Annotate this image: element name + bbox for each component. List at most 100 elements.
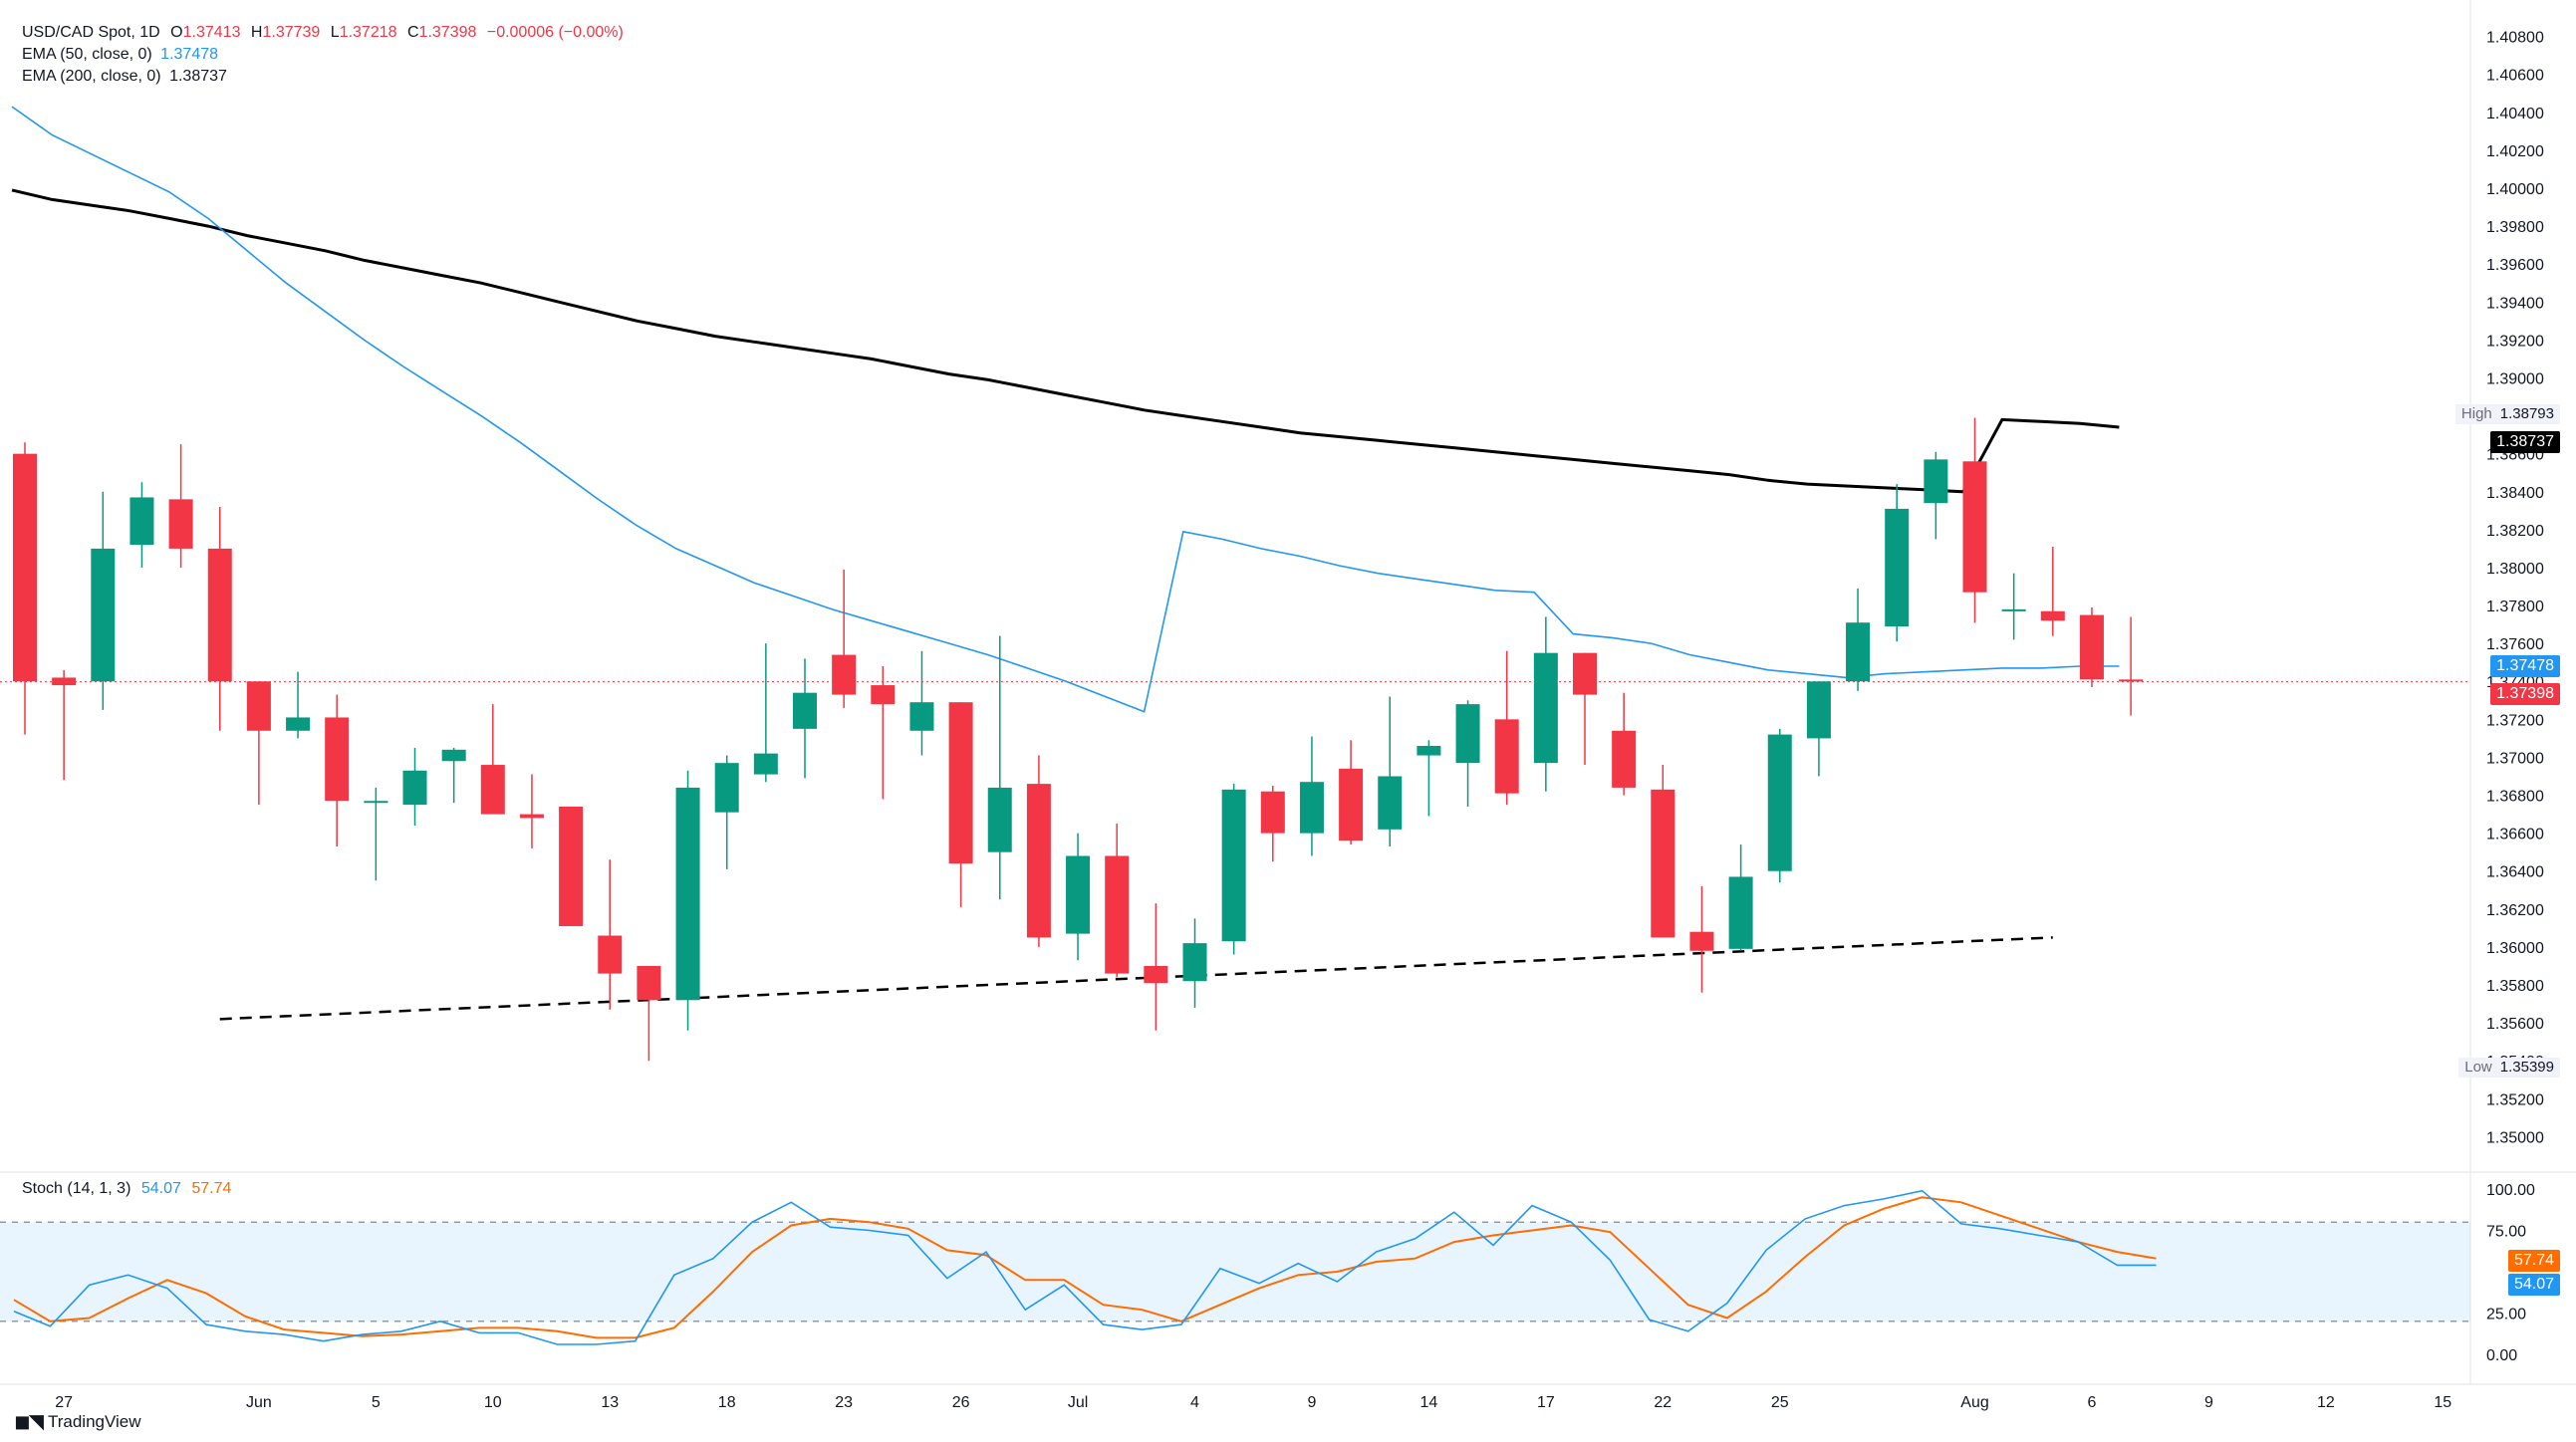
stoch-k-tag: 54.07: [2507, 1274, 2560, 1297]
candle-body: [909, 702, 934, 731]
legend-symbol: USD/CAD Spot, 1D: [22, 24, 160, 41]
candle-body: [1806, 681, 1831, 739]
candle: [1417, 740, 1441, 817]
candle: [402, 747, 427, 827]
candle-body: [948, 702, 973, 864]
candle-body: [1767, 734, 1792, 871]
time-tick-label: 14: [1420, 1394, 1438, 1411]
candle-body: [1689, 931, 1714, 951]
price-tick-label: 1.40800: [2486, 30, 2544, 47]
low-tag-value: 1.35399: [2499, 1059, 2554, 1077]
candle-body: [753, 753, 778, 775]
time-tick-label: 27: [55, 1394, 73, 1411]
time-tick-label: 4: [1190, 1394, 1199, 1411]
candle-body: [13, 453, 37, 682]
candle-body: [598, 935, 623, 974]
candle-body: [2079, 614, 2104, 680]
time-tick-label: 25: [1771, 1394, 1789, 1411]
candle-body: [2119, 679, 2144, 682]
candle-body: [871, 685, 896, 705]
grid: [0, 0, 2576, 1385]
support-trendline: [219, 936, 2053, 1021]
candle: [1299, 736, 1324, 856]
candle: [91, 491, 116, 710]
candle: [675, 770, 700, 1031]
price-tick-label: 1.39200: [2486, 333, 2544, 350]
candle: [519, 774, 544, 848]
candle-body: [1533, 652, 1558, 764]
candle-body: [1846, 622, 1871, 682]
stoch-d-value: 57.74: [191, 1180, 232, 1197]
price-tick-label: 1.37600: [2486, 636, 2544, 653]
candle: [1144, 903, 1168, 1031]
candle-body: [364, 801, 388, 804]
candle: [987, 635, 1012, 900]
legend-low: 1.37218: [339, 24, 397, 41]
stoch-label: Stoch (14, 1, 3): [22, 1180, 131, 1197]
legend-ema50-row: EMA (50, close, 0) 1.37478: [22, 44, 624, 66]
price-tick-label: 1.40000: [2486, 181, 2544, 198]
candle: [598, 859, 623, 1010]
candle: [1026, 755, 1051, 947]
low-tag: Low 1.35399: [2458, 1058, 2560, 1079]
candle-body: [207, 548, 232, 682]
price-tick-label: 1.35600: [2486, 1016, 2544, 1033]
stoch-k-line: [13, 1189, 2157, 1345]
stoch-lines: [13, 1189, 2157, 1345]
candle-body: [325, 717, 350, 802]
candle-body: [480, 765, 505, 815]
candle: [325, 694, 350, 846]
legend-h-label: H: [250, 24, 263, 41]
stoch-k-value: 54.07: [140, 1180, 181, 1197]
candle: [286, 671, 311, 739]
price-tick-label: 1.35000: [2486, 1129, 2544, 1146]
stoch-tick-label: 0.00: [2486, 1347, 2517, 1364]
price-tick-label: 1.36800: [2486, 789, 2544, 806]
candle: [364, 787, 388, 881]
candle-body: [1728, 876, 1753, 949]
candle-body: [987, 787, 1012, 852]
time-tick-label: Aug: [1960, 1394, 1988, 1411]
candle-body: [286, 717, 311, 731]
price-tick-label: 1.37800: [2486, 599, 2544, 615]
candle: [441, 747, 466, 804]
candle: [1728, 844, 1753, 951]
candle-body: [1299, 782, 1324, 834]
candle-body: [168, 499, 193, 549]
candle: [714, 755, 739, 869]
candle: [1494, 650, 1519, 806]
price-tick-label: 1.36600: [2486, 827, 2544, 843]
candles: [13, 417, 2144, 1062]
candle: [168, 444, 193, 568]
candle: [1885, 484, 1910, 642]
candle-body: [1612, 730, 1637, 788]
price-tick-label: 1.35800: [2486, 978, 2544, 995]
time-tick-label: 5: [372, 1394, 381, 1411]
candle-body: [2040, 610, 2065, 621]
candle-body: [1144, 965, 1168, 984]
time-tick-label: 22: [1654, 1394, 1672, 1411]
high-tag: High 1.38793: [2454, 403, 2560, 424]
tradingview-logo[interactable]: ◼◥ TradingView: [14, 1409, 141, 1434]
legend-l-label: L: [330, 24, 340, 41]
candle: [480, 704, 505, 815]
ema200-price-tag: 1.38737: [2490, 430, 2560, 453]
candle: [909, 650, 934, 756]
price-tick-label: 1.39800: [2486, 219, 2544, 236]
candle: [207, 506, 232, 731]
candle-body: [246, 681, 271, 731]
candle-body: [559, 806, 584, 926]
candle-body: [2001, 608, 2026, 611]
candle-body: [1066, 855, 1091, 934]
candle-body: [441, 749, 466, 762]
candle-body: [1026, 784, 1051, 938]
legend-o-label: O: [170, 24, 183, 41]
price-tick-label: 1.40400: [2486, 106, 2544, 122]
price-tick-label: 1.40600: [2486, 68, 2544, 85]
candle: [1533, 616, 1558, 792]
price-tick-label: 1.37000: [2486, 750, 2544, 767]
candle: [2079, 606, 2104, 687]
price-tick-label: 1.36000: [2486, 940, 2544, 957]
candle-body: [1260, 791, 1285, 834]
